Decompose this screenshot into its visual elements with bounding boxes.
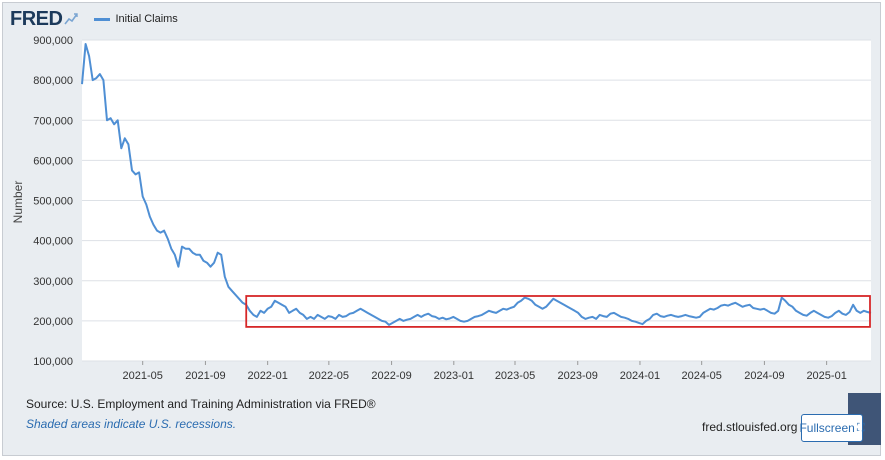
y-tick-label: 400,000	[33, 236, 73, 248]
x-axis-ticks: 2021-05 2021-09 2022-01 2022-05 2022-09 2023-…	[123, 361, 847, 382]
x-tick-label: 2021-05	[123, 370, 163, 382]
x-tick-label: 2021-09	[185, 370, 225, 382]
x-tick-label: 2025-01	[806, 370, 846, 382]
x-tick-label: 2023-09	[558, 370, 598, 382]
y-axis-label: Number	[11, 181, 25, 224]
x-tick-label: 2022-09	[371, 370, 411, 382]
series-line	[81, 43, 872, 326]
y-tick-label: 900,000	[33, 35, 73, 47]
series-layer	[81, 43, 872, 326]
fred-logo[interactable]: FRED	[10, 7, 63, 30]
fullscreen-label: Fullscreen	[799, 421, 855, 435]
legend-label: Initial Claims	[115, 13, 178, 25]
source-note: Source: U.S. Employment and Training Adm…	[26, 397, 376, 411]
expand-icon: ⛶	[856, 421, 865, 434]
x-tick-label: 2022-01	[247, 370, 287, 382]
highlight-box	[245, 295, 871, 328]
fullscreen-button[interactable]: Fullscreen ⛶	[799, 414, 865, 442]
legend: Initial Claims	[94, 13, 178, 25]
chart-header: FRED Initial Claims	[10, 6, 178, 32]
y-axis-ticks: 100,000 200,000 300,000 400,000 500,000 600,0…	[33, 35, 73, 368]
y-tick-label: 100,000	[33, 356, 73, 368]
highlight-layer	[245, 295, 871, 328]
x-tick-label: 2023-01	[434, 370, 474, 382]
x-tick-label: 2024-05	[681, 370, 721, 382]
legend-swatch	[94, 17, 111, 21]
y-tick-label: 600,000	[33, 155, 73, 167]
chart-logo-icon	[64, 13, 79, 25]
y-tick-label: 700,000	[33, 115, 73, 127]
site-link[interactable]: fred.stlouisfed.org	[702, 420, 798, 434]
y-tick-label: 300,000	[33, 276, 73, 288]
y-tick-label: 800,000	[33, 75, 73, 87]
x-tick-label: 2023-05	[495, 370, 535, 382]
x-tick-label: 2024-09	[744, 370, 784, 382]
y-tick-label: 200,000	[33, 316, 73, 328]
x-tick-label: 2024-01	[620, 370, 660, 382]
x-tick-label: 2022-05	[309, 370, 349, 382]
y-tick-label: 500,000	[33, 196, 73, 208]
recession-note: Shaded areas indicate U.S. recessions.	[26, 417, 237, 431]
grid-lines	[82, 39, 871, 362]
